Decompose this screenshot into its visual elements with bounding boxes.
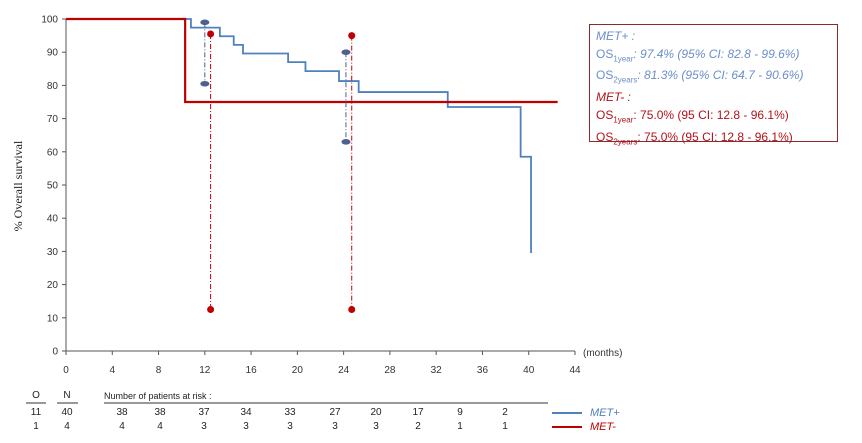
met-plus-ci-1year-lower-dot — [200, 80, 210, 87]
x-tick-label: 28 — [384, 365, 396, 376]
x-tick-label: 20 — [292, 365, 304, 376]
y-tick-label: 30 — [47, 247, 59, 258]
risk-value-met-plus: 38 — [116, 407, 128, 418]
y-tick-label: 90 — [47, 48, 59, 59]
x-tick-label: 44 — [569, 365, 581, 376]
met-plus-ci-2years-upper-dot — [341, 49, 351, 55]
series-lines — [66, 17, 558, 254]
x-tick-label: 12 — [199, 365, 211, 376]
risk-value-met-minus: 3 — [373, 421, 379, 432]
risk-header: Number of patients at risk : — [104, 391, 212, 401]
y-tick-label: 20 — [47, 280, 59, 291]
risk-value-met-plus: 38 — [154, 407, 166, 418]
ci-markers — [200, 19, 356, 313]
x-tick-label: 8 — [156, 365, 162, 376]
legend-os-value: : 75.0% (95 CI: 12.8 - 96.1%) — [633, 107, 789, 122]
y-axis-label: % Overall survival — [11, 140, 25, 231]
series-line-met-plus — [66, 18, 532, 254]
legend-met-minus-title: MET- : — [596, 90, 631, 105]
risk-value-met-minus: 1 — [502, 421, 508, 432]
y-tick-label: 80 — [47, 81, 59, 92]
x-tick-label: 36 — [477, 365, 489, 376]
risk-value-met-plus: 17 — [412, 407, 424, 418]
met-minus-ci-1year-lower-dot — [207, 306, 215, 313]
legend-os-value: : 75.0% (95 CI: 12.8 - 96.1%) — [637, 129, 793, 144]
legend-met-minus-os1: OS1year: 75.0% (95 CI: 12.8 - 96.1%) — [596, 107, 831, 129]
x-tick-label: 4 — [109, 365, 115, 376]
legend-met-plus-os1: OS1year: 97.4% (95% CI: 82.8 - 99.6%) — [596, 46, 831, 68]
risk-value-met-minus: 4 — [119, 421, 125, 432]
legend-met-plus-os2: OS2years: 81.3% (95% CI: 64.7 - 90.6%) — [596, 67, 831, 89]
risk-label-met-plus: MET+ — [590, 407, 620, 419]
risk-value-met-minus: 3 — [201, 421, 207, 432]
risk-value-met-plus: 33 — [284, 407, 296, 418]
risk-value-met-minus: 1 — [457, 421, 463, 432]
y-tick-label: 70 — [47, 114, 59, 125]
x-tick-label: 40 — [523, 365, 535, 376]
risk-value-met-plus: 34 — [240, 407, 252, 418]
legend-os-value: : 81.3% (95% CI: 64.7 - 90.6%) — [637, 68, 804, 83]
met-minus-ci-1year-upper-dot — [207, 30, 215, 38]
risk-met-minus-n: 4 — [64, 421, 70, 432]
risk-value-met-plus: 20 — [370, 407, 382, 418]
risk-table: O N Number of patients at risk : 11 40 1… — [0, 388, 862, 443]
legend-met-plus-title: MET+ : — [596, 29, 636, 43]
risk-col-n: N — [63, 390, 71, 401]
risk-rules — [26, 402, 582, 428]
tick-labels: 0 10 20 30 40 50 60 70 80 90 100 0 4 8 12 16 20 24 28 32 36 4… — [41, 15, 581, 377]
legend-os-label: OS — [596, 129, 614, 144]
risk-value-met-minus: 3 — [332, 421, 338, 432]
met-minus-ci-2years-lower-dot — [348, 306, 356, 313]
y-tick-label: 60 — [47, 147, 59, 158]
x-tick-label: 0 — [63, 365, 69, 376]
legend-os-label: OS — [596, 68, 614, 83]
y-tick-label: 100 — [41, 15, 58, 26]
legend-os-sub: 2years — [613, 137, 638, 147]
legend-os-label: OS — [596, 46, 614, 61]
y-tick-label: 10 — [47, 313, 59, 324]
legend-os-sub: 1year — [613, 115, 634, 125]
risk-value-met-plus: 9 — [457, 407, 463, 418]
met-plus-ci-1year-upper-dot — [200, 19, 210, 26]
risk-value-met-plus: 2 — [502, 407, 508, 418]
risk-value-met-plus: 37 — [198, 407, 210, 418]
risk-value-met-plus: 27 — [329, 407, 341, 418]
risk-value-met-minus: 2 — [415, 421, 421, 432]
legend-os-sub: 2years — [613, 75, 638, 85]
y-tick-label: 50 — [47, 181, 59, 192]
risk-value-met-minus: 3 — [287, 421, 293, 432]
y-tick-label: 40 — [47, 214, 59, 225]
legend-box: MET+ : OS1year: 97.4% (95% CI: 82.8 - 99… — [589, 24, 838, 146]
x-axis-label: (months) — [583, 348, 622, 359]
risk-value-met-minus: 3 — [243, 421, 249, 432]
axes — [62, 18, 576, 355]
legend-os-label: OS — [596, 107, 614, 122]
legend-os-sub: 1year — [613, 53, 634, 63]
risk-value-met-minus: 4 — [157, 421, 163, 432]
legend-met-minus-os2: OS2years: 75.0% (95 CI: 12.8 - 96.1%) — [596, 129, 831, 151]
x-tick-label: 32 — [431, 365, 443, 376]
y-tick-label: 0 — [52, 347, 58, 358]
x-tick-label: 24 — [338, 365, 350, 376]
legend-os-value: : 97.4% (95% CI: 82.8 - 99.6%) — [633, 46, 800, 61]
risk-met-plus-o: 11 — [30, 407, 42, 418]
risk-col-o: O — [32, 390, 40, 401]
risk-met-plus-n: 40 — [61, 407, 73, 418]
x-tick-label: 16 — [246, 365, 258, 376]
met-plus-ci-2years-lower-dot — [341, 139, 351, 145]
series-line-met-minus — [66, 17, 558, 104]
risk-met-minus-o: 1 — [33, 421, 39, 432]
risk-label-met-minus: MET- — [590, 421, 616, 433]
met-minus-ci-2years-upper-dot — [348, 32, 356, 40]
